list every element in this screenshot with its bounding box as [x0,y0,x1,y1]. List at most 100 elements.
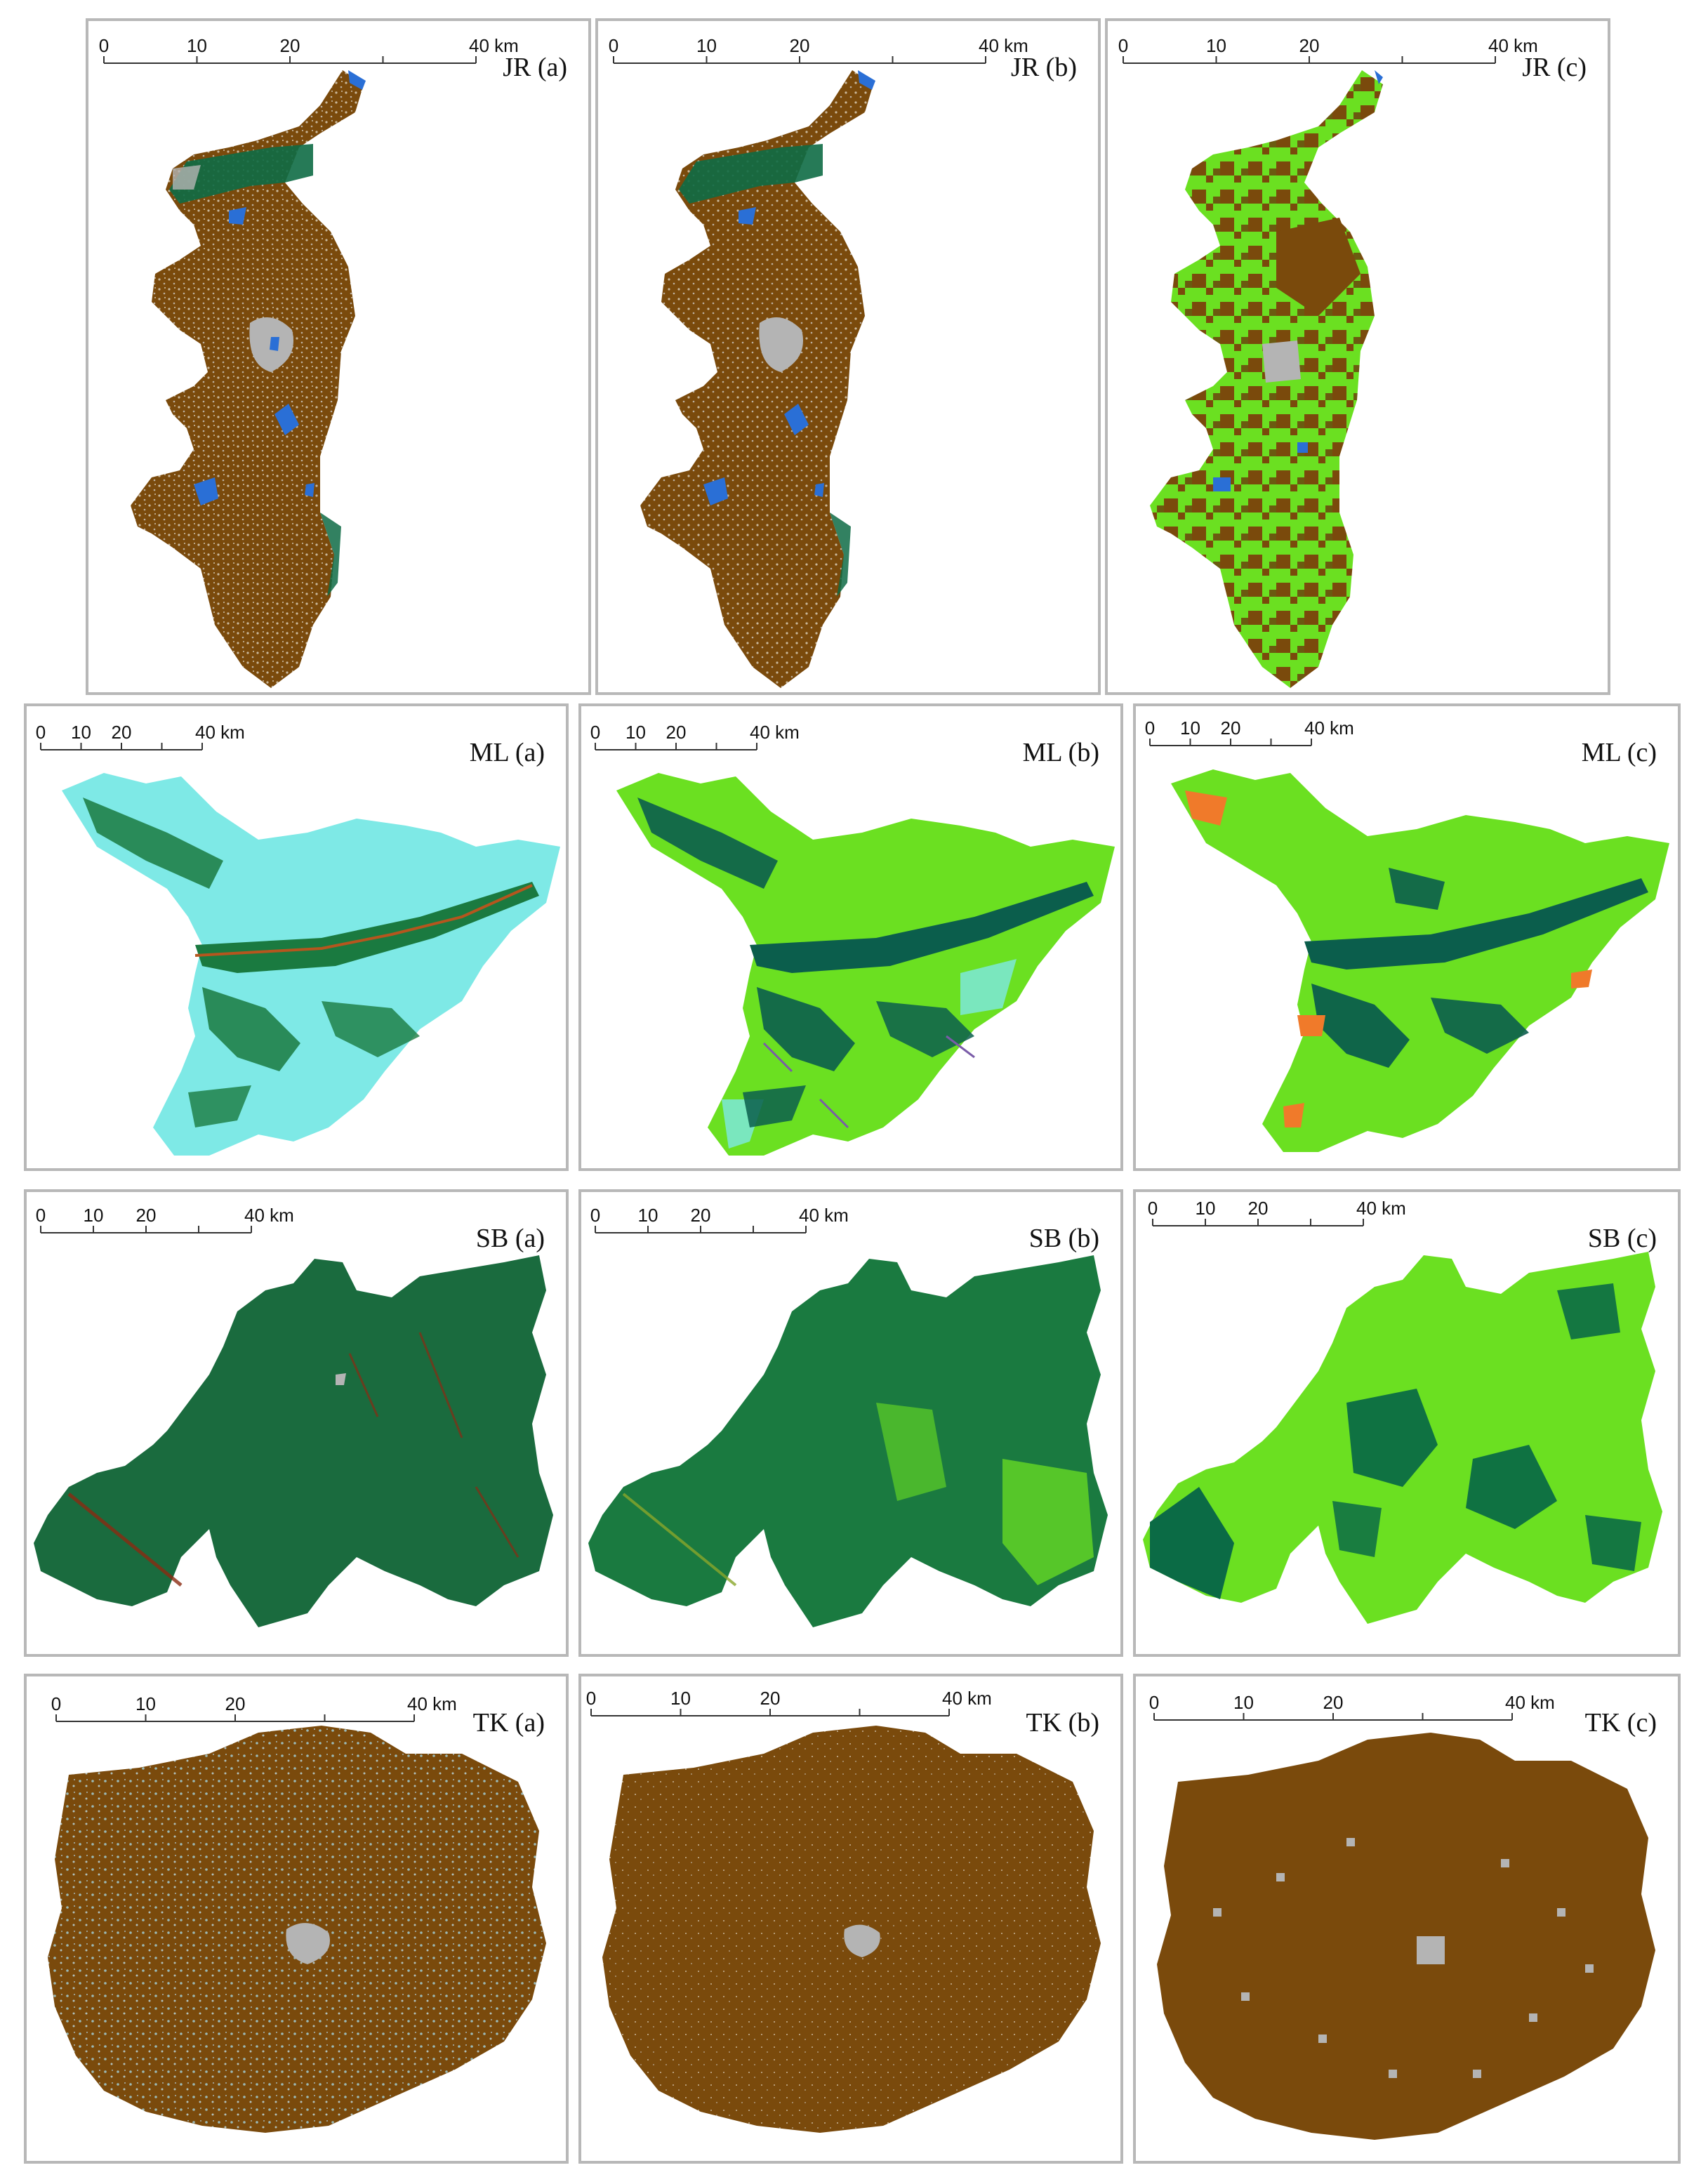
scale-bar-label: 40 km [469,35,519,56]
scale-bar-label: 20 [760,1688,781,1709]
map-panel-jr-b: 0 10 20 40 km JR (b) [595,18,1101,695]
map-sb-a [34,1255,553,1627]
scale-bar: 0 10 20 40 km [586,1688,992,1716]
scale-bar-label: 20 [280,35,300,56]
panel-label: ML (b) [1022,738,1099,767]
map-panel-ml-b: 0 10 20 40 km ML (b) [578,703,1123,1171]
panel-label: SB (a) [475,1224,545,1253]
panel-label: JR (b) [1011,53,1077,82]
scale-bar-label: 10 [187,35,207,56]
scale-bar-label: 10 [84,1205,104,1226]
panel-label: ML (c) [1581,738,1657,767]
scale-bar-label: 20 [790,35,810,56]
map-jr-b [640,70,875,688]
scale-bar-label: 0 [609,35,618,56]
panel-label: SB (b) [1028,1224,1099,1253]
scale-bar-label: 10 [1180,717,1200,739]
scale-bar-label: 10 [670,1688,691,1709]
scale-bar-label: 40 km [942,1688,992,1709]
scale-bar-label: 20 [666,722,687,743]
panel-label: JR (a) [503,53,567,82]
map-panel-tk-b: 0 10 20 40 km TK (b) [578,1674,1123,2164]
scale-bar-label: 20 [112,722,132,743]
scale-bar-label: 0 [1145,717,1155,739]
map-sb-b [588,1255,1108,1627]
map-ml-b [616,773,1115,1156]
scale-bar: 0 10 20 40 km [590,722,800,750]
scale-bar-label: 0 [51,1693,61,1714]
scale-bar: 0 10 20 40 km [1148,1198,1406,1226]
panel-label: SB (c) [1587,1224,1657,1253]
scale-bar-label: 40 km [1488,35,1538,56]
panel-label: TK (b) [1026,1708,1099,1738]
scale-bar-label: 20 [1248,1198,1269,1219]
scale-bar-label: 10 [135,1693,156,1714]
map-tk-c [1157,1733,1655,2140]
map-panel-sb-c: 0 10 20 40 km SB (c) [1133,1189,1681,1657]
scale-bar-label: 0 [1118,35,1128,56]
map-tk-a [48,1726,546,2133]
scale-bar-label: 10 [71,722,91,743]
scale-bar: 0 10 20 40 km [1149,1692,1555,1721]
scale-bar: 0 10 20 40 km [590,1205,849,1233]
scale-bar-label: 20 [1323,1692,1344,1713]
map-panel-ml-a: 0 10 20 40 km ML (a) [24,703,569,1171]
scale-bar-label: 0 [590,722,600,743]
region-jr-outline [640,70,873,688]
scale-bar-label: 40 km [407,1693,457,1714]
region-jr-outline [131,70,364,688]
map-sb-c [1143,1252,1662,1624]
scale-bar-label: 0 [36,1205,46,1226]
scale-bar-label: 0 [586,1688,596,1709]
map-jr-a [131,70,366,688]
scale-bar: 0 10 20 40 km [1145,717,1354,746]
scale-bar: 0 10 20 40 km [36,1205,294,1233]
scale-bar-label: 0 [99,35,109,56]
scale-bar-label: 40 km [979,35,1028,56]
scale-bar-label: 20 [691,1205,711,1226]
scale-bar-label: 20 [136,1205,157,1226]
scale-bar-label: 40 km [1356,1198,1406,1219]
scale-bar-label: 40 km [1505,1692,1555,1713]
scale-bar-label: 10 [1196,1198,1216,1219]
map-jr-c [1150,70,1383,688]
scale-bar-label: 40 km [1304,717,1354,739]
scale-bar: 0 10 20 40 km [51,1693,457,1722]
map-ml-c [1171,769,1669,1152]
region-tk-outline [1157,1733,1655,2140]
scale-bar-label: 20 [1299,35,1320,56]
scale-bar-label: 10 [1233,1692,1254,1713]
scale-bar-label: 0 [1148,1198,1158,1219]
map-panel-ml-c: 0 10 20 40 km ML (c) [1133,703,1681,1171]
scale-bar-label: 40 km [750,722,800,743]
scale-bar-label: 10 [625,722,646,743]
map-ml-a [62,773,560,1156]
scale-bar-label: 0 [1149,1692,1159,1713]
scale-bar: 0 10 20 40 km [1118,35,1538,64]
map-panel-jr-a: 0 10 20 40 km JR (a) [86,18,591,695]
scale-bar-label: 0 [36,722,46,743]
scale-bar-label: 10 [1206,35,1226,56]
map-panel-jr-c: 0 10 20 40 km JR (c) [1105,18,1610,695]
scale-bar-label: 40 km [799,1205,849,1226]
scale-bar-label: 40 km [244,1205,294,1226]
scale-bar-label: 20 [225,1693,246,1714]
region-sb-outline [588,1255,1108,1627]
map-panel-sb-a: 0 10 20 40 km SB (a) [24,1189,569,1657]
scale-bar-label: 10 [696,35,717,56]
scale-bar-label: 10 [638,1205,658,1226]
scale-bar: 0 10 20 40 km [609,35,1028,64]
region-sb-outline [34,1255,553,1627]
map-panel-sb-b: 0 10 20 40 km SB (b) [578,1189,1123,1657]
map-tk-b [602,1726,1101,2133]
scale-bar-label: 0 [590,1205,600,1226]
panel-label: JR (c) [1522,53,1587,82]
panel-label: ML (a) [469,738,545,767]
map-panel-tk-c: 0 10 20 40 km TK (c) [1133,1674,1681,2164]
scale-bar-label: 20 [1221,717,1241,739]
panel-label: TK (c) [1584,1708,1657,1738]
map-panel-tk-a: 0 10 20 40 km TK (a) [24,1674,569,2164]
scale-bar-label: 40 km [195,722,245,743]
scale-bar: 0 10 20 40 km [36,722,245,750]
panel-label: TK (a) [472,1708,545,1738]
